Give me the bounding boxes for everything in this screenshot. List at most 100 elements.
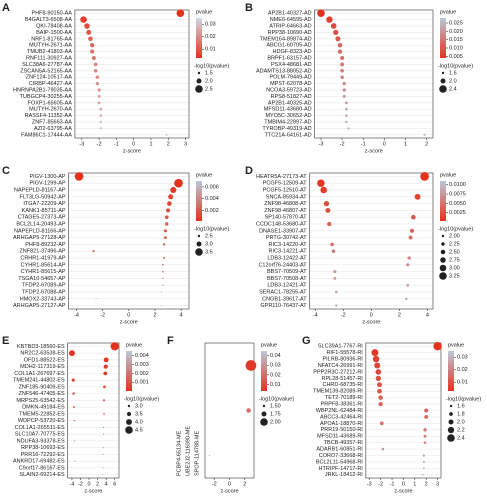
x-tick-label: -2 <box>100 312 105 318</box>
dot <box>103 364 108 369</box>
category-label: MUTYH-2671-AA <box>29 43 72 49</box>
dot <box>378 401 383 407</box>
dot <box>317 9 325 17</box>
dot <box>164 215 169 220</box>
dot <box>333 270 337 274</box>
dot <box>162 284 164 286</box>
dot <box>86 29 92 35</box>
category-label: AZI2-63795-AA <box>34 126 72 132</box>
dot <box>102 447 104 449</box>
category-label: PPP2R3C-27212-RI <box>313 369 363 375</box>
size-key-label: 2.50 <box>449 249 460 255</box>
size-key-label: 2.00 <box>270 419 281 425</box>
size-key <box>125 426 133 434</box>
category-label: AP2B1-40327-AD <box>268 11 312 17</box>
category-label: JRKL-18412-RI <box>325 472 363 478</box>
size-key-label: 1.75 <box>270 411 281 417</box>
colorbar-tick-label: 0.004 <box>205 196 219 202</box>
category-label: HDGF-8323-AD <box>273 49 312 55</box>
size-key <box>439 272 447 280</box>
dot <box>97 94 101 98</box>
category-label: PIGV-1299-AP <box>30 181 66 187</box>
category-label: PRR16-72292-ES <box>21 452 65 458</box>
size-key-label: 1.6 <box>457 403 465 409</box>
x-axis-title: z-score <box>362 319 380 325</box>
legend-title: -log10(pvalue) <box>446 396 481 402</box>
dot <box>342 88 346 92</box>
category-label: HEATR5A-27173-AT <box>256 174 307 180</box>
category-label: ADARB1-60851-RI <box>316 447 363 453</box>
x-tick-label: 0 <box>370 312 373 318</box>
x-tick-label: 0 <box>132 141 135 147</box>
x-tick-label: 6 <box>113 481 116 487</box>
category-label: KANK1-85711-AP <box>22 208 66 214</box>
dot <box>162 243 166 246</box>
category-label: NAPEPLD-81167-AP <box>14 187 66 193</box>
x-tick-label: -2 <box>97 141 102 147</box>
dot <box>345 114 348 117</box>
dot <box>340 62 345 67</box>
panel: E KBTBD3-18560-ESNR2C2-63538-ESOFD1-88522… <box>2 335 159 495</box>
category-label: GPR110-76437-AT <box>260 303 307 309</box>
category-label: ABCG1-60705-AD <box>266 43 311 49</box>
dot <box>102 467 104 469</box>
dot <box>334 290 338 294</box>
dot <box>73 406 76 409</box>
panel-letter: G <box>302 335 311 347</box>
dot <box>330 23 337 29</box>
dot <box>174 178 183 188</box>
category-label: ADAMTS13-88052-AD <box>256 68 312 74</box>
category-label: PCBP4-65134-ME <box>176 430 182 476</box>
size-key-label: 3.5 <box>205 249 213 255</box>
colorbar-tick-label: 0.03 <box>205 22 216 28</box>
dot <box>422 454 426 457</box>
category-label: TET2-70189-RI <box>325 395 363 401</box>
colorbar <box>448 351 454 391</box>
category-label: NR2C2-63538-ES <box>20 351 65 357</box>
category-label: MDH2-117319-ES <box>20 364 65 370</box>
legend-title: pvalue <box>261 342 277 348</box>
dot <box>409 228 415 233</box>
x-axis-title: z-score <box>123 148 141 154</box>
panel-letter: D <box>245 165 253 177</box>
category-label: SLC10A7-70775-ES <box>15 432 65 438</box>
colorbar <box>261 351 267 391</box>
category-label: ZNF7-85663-AA <box>32 119 72 125</box>
size-key <box>440 249 446 255</box>
category-label: NDUFA3-93378-ES <box>17 438 65 444</box>
size-key <box>195 248 203 256</box>
size-key-label: 2.0 <box>449 78 457 84</box>
x-tick-label: -1 <box>390 481 395 487</box>
legend-title: pvalue <box>196 9 212 15</box>
category-label: CRHR1-41979-AP <box>20 255 66 261</box>
colorbar-tick-label: 0.020 <box>449 29 463 35</box>
dot <box>160 305 163 307</box>
x-tick-label: -1 <box>114 141 119 147</box>
x-axis-title: z-score <box>84 488 102 494</box>
colorbar <box>440 18 446 58</box>
category-label: PRPF8-38361-RI <box>321 402 364 408</box>
size-key-label: 4.5 <box>135 427 143 433</box>
size-key <box>127 404 131 408</box>
dot <box>414 193 421 200</box>
dot <box>167 201 172 206</box>
size-key <box>196 241 202 247</box>
dot <box>73 440 76 442</box>
size-key <box>126 419 132 425</box>
category-label: MRPS25-63542-ES <box>16 398 65 404</box>
dot <box>372 355 380 363</box>
category-label: NCOA3-59723-AD <box>266 87 312 93</box>
colorbar-tick-label: 0.002 <box>135 371 149 377</box>
category-label: BBS7-70508-AT <box>267 276 307 282</box>
colorbar-tick-label: 0.002 <box>205 208 219 214</box>
legend-title: pvalue <box>126 342 142 348</box>
size-key <box>126 411 132 417</box>
x-tick-label: 2 <box>243 481 246 487</box>
colorbar-tick-label: 0.0025 <box>449 210 466 216</box>
category-label: AP2B1-40325-AD <box>268 100 312 106</box>
dot <box>335 304 338 307</box>
dot <box>320 186 327 194</box>
size-key <box>441 242 445 246</box>
category-label: TSGA10-54657-AP <box>18 276 66 282</box>
dot <box>99 127 103 130</box>
